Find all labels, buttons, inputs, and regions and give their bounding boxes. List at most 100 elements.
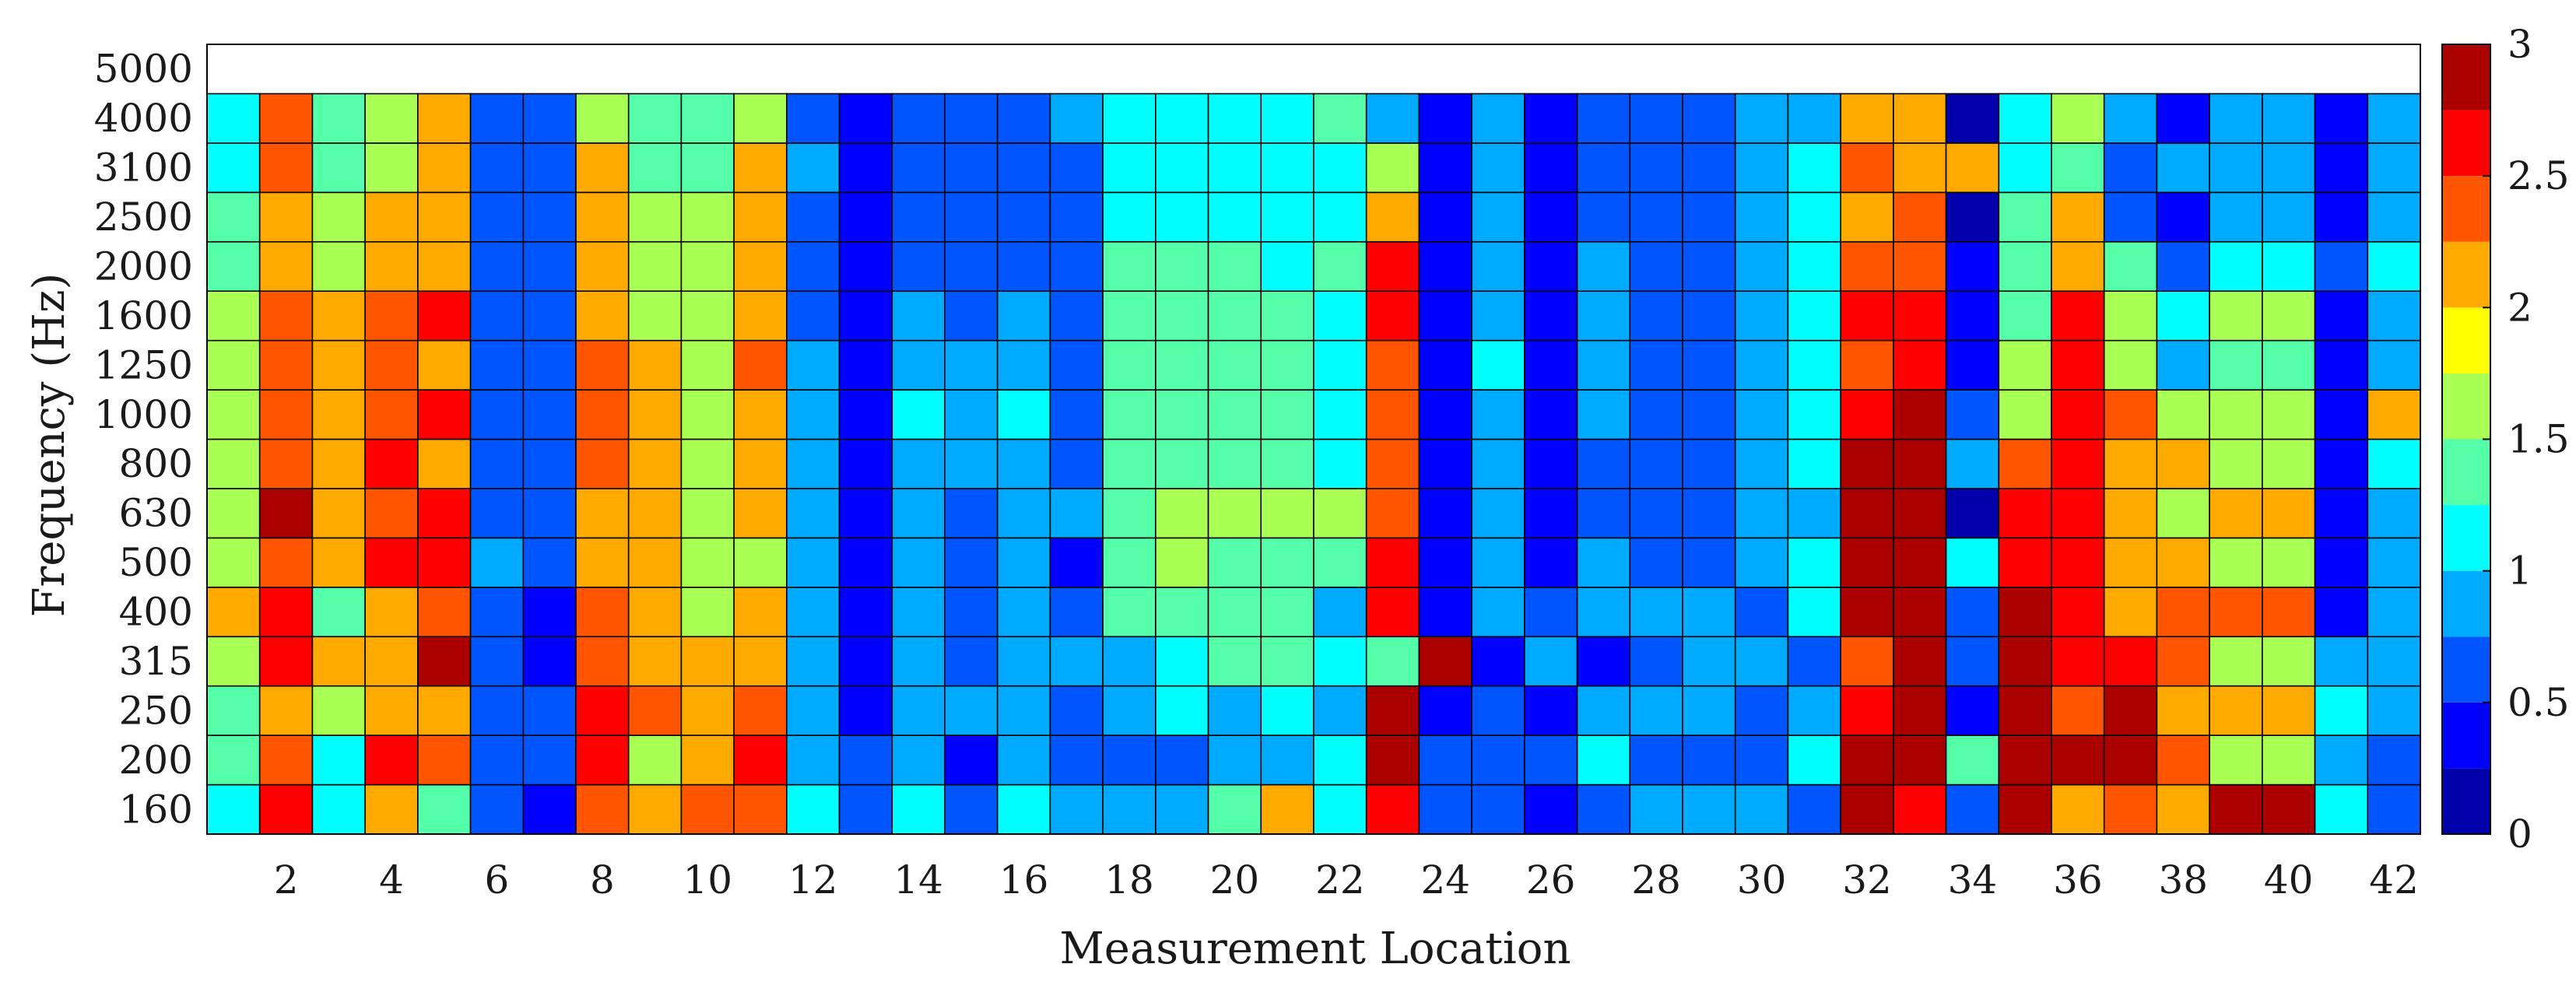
heatmap-cell <box>1313 685 1367 736</box>
heatmap-cell <box>680 389 735 440</box>
heatmap-cell <box>469 142 525 194</box>
heatmap-cell <box>2262 636 2316 687</box>
heatmap-cell <box>1734 142 1789 194</box>
heatmap-cell <box>417 142 472 194</box>
heatmap-cell <box>575 142 630 194</box>
heatmap-cell <box>2262 537 2316 588</box>
heatmap-cell <box>206 636 261 687</box>
heatmap-cell <box>311 93 366 144</box>
heatmap-cell <box>1787 636 1841 687</box>
heatmap-cell <box>786 389 841 440</box>
heatmap-cell <box>1787 587 1841 638</box>
heatmap-cell <box>311 685 366 736</box>
colorbar-segment <box>2442 702 2490 769</box>
heatmap-cell <box>1365 339 1420 391</box>
heatmap-cell <box>2314 389 2369 440</box>
heatmap-cell <box>1471 537 1525 588</box>
heatmap-cell <box>1471 587 1525 638</box>
heatmap-cell <box>1998 734 2052 786</box>
heatmap-cell <box>417 587 472 638</box>
heatmap-cell <box>1524 93 1578 144</box>
heatmap-cell <box>733 191 788 243</box>
heatmap-cell <box>996 191 1051 243</box>
heatmap-cell <box>996 783 1051 835</box>
heatmap-cell <box>1787 537 1841 588</box>
heatmap-cell <box>1049 142 1104 194</box>
heatmap-cell <box>2367 783 2421 835</box>
heatmap-cell <box>206 783 261 835</box>
heatmap-cell <box>1893 339 1947 391</box>
heatmap-cell <box>1524 783 1578 835</box>
heatmap-cell <box>1734 734 1789 786</box>
heatmap-cell <box>258 240 314 292</box>
heatmap-cell <box>258 93 314 144</box>
heatmap-cell <box>2156 636 2210 687</box>
heatmap-cell <box>1260 685 1314 736</box>
heatmap-cell <box>1102 389 1156 440</box>
heatmap-cell <box>2209 734 2263 786</box>
heatmap-cell <box>838 734 893 786</box>
heatmap-cell <box>311 587 366 638</box>
heatmap-cell <box>838 389 893 440</box>
heatmap-cell <box>1313 783 1367 835</box>
heatmap-cell <box>786 240 841 292</box>
heatmap-cell <box>2156 537 2210 588</box>
heatmap-cell <box>1155 389 1209 440</box>
heatmap-cell <box>1365 783 1420 835</box>
colorbar-segment <box>2442 241 2490 308</box>
heatmap-cell <box>733 240 788 292</box>
heatmap-cell <box>786 685 841 736</box>
heatmap-cell <box>1365 389 1420 440</box>
heatmap-cell <box>1418 783 1472 835</box>
heatmap-cell <box>733 783 788 835</box>
heatmap-cell <box>1102 783 1156 835</box>
heatmap-cell <box>1945 734 2000 786</box>
heatmap-cell <box>733 587 788 638</box>
heatmap-cell <box>364 438 419 489</box>
heatmap-cell <box>522 389 577 440</box>
heatmap-cell <box>1734 240 1789 292</box>
heatmap-cell <box>1893 488 1947 539</box>
heatmap-cell <box>680 783 735 835</box>
heatmap-cell <box>2367 587 2421 638</box>
heatmap-cell <box>1840 537 1894 588</box>
heatmap-cell <box>2103 290 2158 342</box>
heatmap-cell <box>1102 438 1156 489</box>
colorbar-tick-label: 2.5 <box>2508 153 2570 198</box>
heatmap-cell <box>258 587 314 638</box>
heatmap-cell <box>2314 537 2369 588</box>
heatmap-cell <box>1893 389 1947 440</box>
heatmap-cell <box>2209 587 2263 638</box>
heatmap-cell <box>1102 339 1156 391</box>
heatmap-cell <box>1471 290 1525 342</box>
heatmap-cell <box>258 438 314 489</box>
heatmap-cell <box>1998 339 2052 391</box>
heatmap-cell <box>891 734 946 786</box>
heatmap-cell <box>2314 240 2369 292</box>
heatmap-cell <box>1471 389 1525 440</box>
heatmap-cell <box>2209 537 2263 588</box>
heatmap-cells <box>206 93 2421 835</box>
heatmap-cell <box>1313 191 1367 243</box>
heatmap-cell <box>575 339 630 391</box>
heatmap-cell <box>786 537 841 588</box>
heatmap-cell <box>1945 389 2000 440</box>
heatmap-cell <box>1524 240 1578 292</box>
heatmap-cell <box>1365 438 1420 489</box>
heatmap-cell <box>1945 685 2000 736</box>
heatmap-cell <box>2209 438 2263 489</box>
heatmap-cell <box>417 339 472 391</box>
heatmap-cell <box>1260 636 1314 687</box>
heatmap-cell <box>1629 93 1683 144</box>
heatmap-cell <box>627 339 683 391</box>
heatmap-cell <box>1102 240 1156 292</box>
heatmap-cell <box>1787 488 1841 539</box>
heatmap-cell <box>1471 636 1525 687</box>
heatmap-cell <box>1629 488 1683 539</box>
heatmap-cell <box>2209 93 2263 144</box>
heatmap-cell <box>1365 685 1420 736</box>
heatmap-cell <box>996 587 1051 638</box>
heatmap-cell <box>1524 290 1578 342</box>
heatmap-cell <box>1840 290 1894 342</box>
heatmap-cell <box>1576 438 1631 489</box>
